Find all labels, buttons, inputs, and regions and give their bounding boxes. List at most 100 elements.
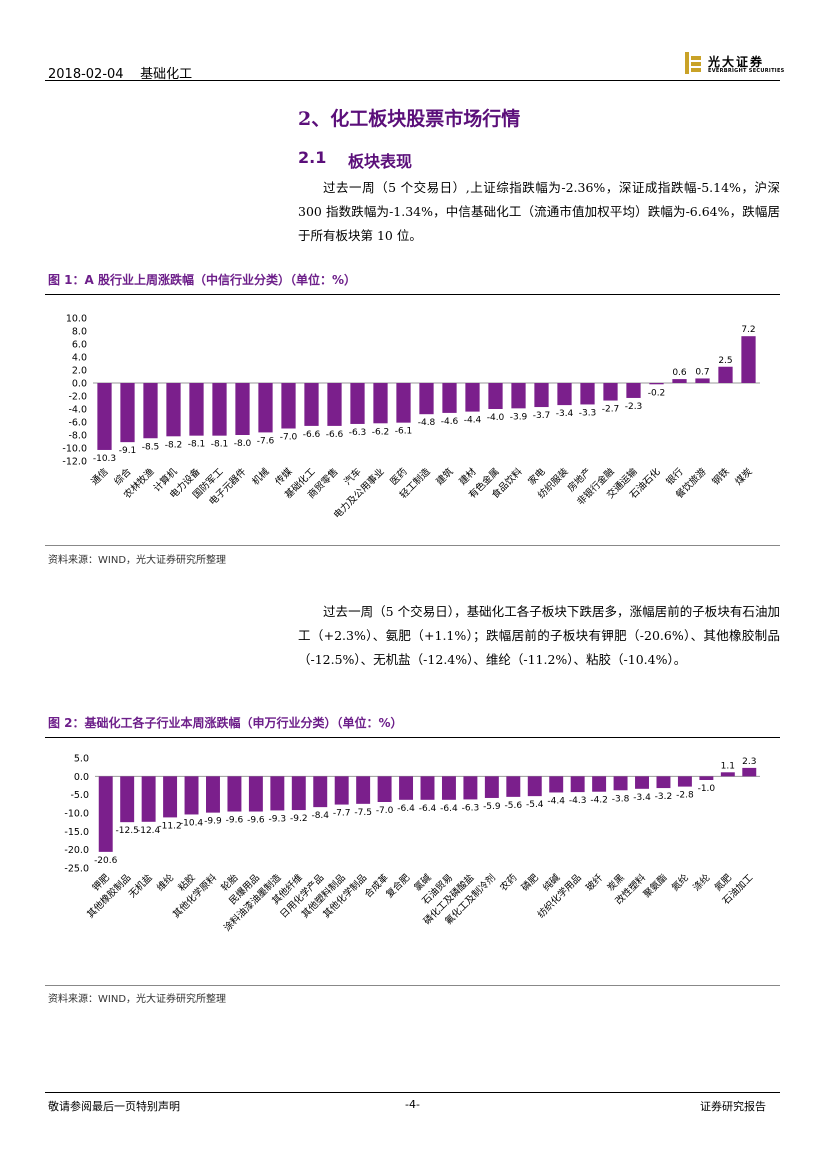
y-tick-label: -20.0 (64, 845, 89, 856)
data-label: -9.6 (226, 816, 244, 826)
bar (649, 383, 664, 385)
data-label: 0.6 (672, 368, 687, 378)
logo-name-en: EVERBRIGHT SECURITIES (708, 68, 785, 74)
footer-rule (45, 1092, 780, 1093)
data-label: -12.5 (116, 826, 139, 836)
bar (143, 383, 158, 439)
bar (206, 776, 220, 813)
data-label: 0.7 (695, 367, 709, 377)
category-label: 玻纤 (583, 871, 605, 893)
figure-1-chart: 10.0 8.0 6.0 4.0 2.0 0.0 -2.0 -4.0 -6.0 -8.0 -10.0… (62, 314, 760, 521)
data-label: -7.7 (333, 809, 351, 819)
category-label: 复合肥 (384, 871, 413, 900)
bar (373, 383, 388, 424)
data-label: -0.2 (648, 388, 666, 398)
figure-1-source: 资料来源：WIND，光大证券研究所整理 (48, 555, 227, 566)
bar (603, 383, 618, 401)
y-tick-label: 0.0 (72, 379, 87, 390)
bar (120, 776, 135, 823)
data-label: -8.0 (234, 439, 252, 449)
data-label: -8.1 (211, 440, 229, 450)
bar (327, 383, 342, 426)
data-label: -4.2 (590, 796, 608, 806)
bar (98, 776, 113, 852)
bar (313, 776, 328, 808)
footer-page-number: -4- (405, 1098, 420, 1111)
y-tick-label: -15.0 (64, 827, 89, 838)
bar (742, 767, 757, 777)
bar (212, 383, 227, 436)
data-label: -11.2 (158, 821, 181, 831)
bar (695, 378, 710, 383)
y-tick-label: 5.0 (74, 754, 89, 765)
category-label: 聚氨酯 (641, 871, 670, 900)
bar (592, 776, 607, 792)
data-label: 7.2 (741, 325, 755, 335)
bar (291, 776, 306, 811)
data-label: -7.0 (280, 433, 298, 443)
data-label: -10.3 (93, 454, 116, 464)
bar (699, 776, 714, 780)
y-tick-label: -2.0 (68, 392, 87, 403)
bar (506, 776, 521, 797)
bar (420, 776, 435, 800)
data-label: -4.4 (547, 796, 565, 806)
bar (613, 776, 628, 791)
y-tick-label: -8.0 (68, 431, 87, 442)
bar (488, 383, 503, 409)
footer-disclaimer: 敬请参阅最后一页特别声明 (48, 1100, 180, 1113)
data-label: -8.1 (188, 440, 206, 450)
data-label: -2.3 (625, 402, 643, 412)
bar (635, 776, 649, 789)
header-date-section: 2018-02-04 基础化工 (48, 63, 192, 82)
bar (356, 776, 371, 804)
y-tick-label: 6.0 (72, 340, 87, 351)
category-label: 煤炭 (733, 465, 755, 487)
data-label: -2.7 (602, 405, 620, 415)
y-tick-label: -5.0 (70, 790, 89, 801)
figure-2-title: 图 2：基础化工各子行业本周涨跌幅（申万行业分类）（单位：%） (48, 716, 403, 730)
data-label: -6.4 (397, 804, 415, 814)
bar (741, 336, 756, 383)
data-label: -9.1 (119, 446, 137, 456)
category-label: 磷肥 (519, 871, 541, 893)
bar (377, 776, 392, 802)
bar (396, 383, 411, 423)
data-label: -3.4 (633, 793, 651, 803)
bar (677, 776, 692, 787)
data-label: -4.6 (441, 417, 459, 427)
bar (97, 383, 112, 450)
data-label: 1.1 (721, 761, 735, 771)
category-label: 通信 (89, 466, 111, 488)
footer-report-type: 证券研究报告 (700, 1100, 766, 1113)
data-label: -10.4 (180, 818, 204, 828)
bar (350, 383, 365, 424)
everbright-logo-icon (685, 52, 701, 74)
category-label: 建筑 (434, 465, 456, 487)
bar (534, 383, 549, 408)
header-rule (45, 80, 780, 81)
bar (166, 383, 181, 437)
category-label: 维纶 (154, 871, 176, 893)
data-label: -6.1 (395, 427, 413, 437)
bar (557, 383, 572, 406)
bar (163, 776, 178, 818)
bar (720, 772, 735, 777)
y-tick-label: 0.0 (74, 772, 89, 783)
data-label: -7.0 (376, 806, 394, 816)
figure-2-source: 资料来源：WIND，光大证券研究所整理 (48, 994, 227, 1005)
data-label: 2.5 (718, 356, 732, 366)
y-tick-label: -25.0 (64, 864, 89, 875)
paragraph-1-text: 过去一周（5 个交易日）,上证综指跌幅为-2.36%，深证成指跌幅-5.14%，… (298, 180, 780, 243)
data-label: -3.8 (612, 794, 630, 804)
data-label: -12.4 (137, 826, 161, 836)
bar (626, 383, 641, 398)
y-tick-label: 10.0 (66, 314, 87, 325)
bar (304, 383, 319, 426)
data-label: -9.2 (290, 814, 308, 824)
section-title: 2、化工板块股票市场行情 (298, 108, 521, 130)
paragraph-2-text: 过去一周（5 个交易日），基础化工各子板块下跌居多，涨幅居前的子板块有石油加工（… (298, 604, 780, 667)
data-label: 2.3 (742, 757, 756, 767)
data-label: -6.6 (326, 430, 344, 440)
category-label: 钢铁 (710, 465, 732, 487)
